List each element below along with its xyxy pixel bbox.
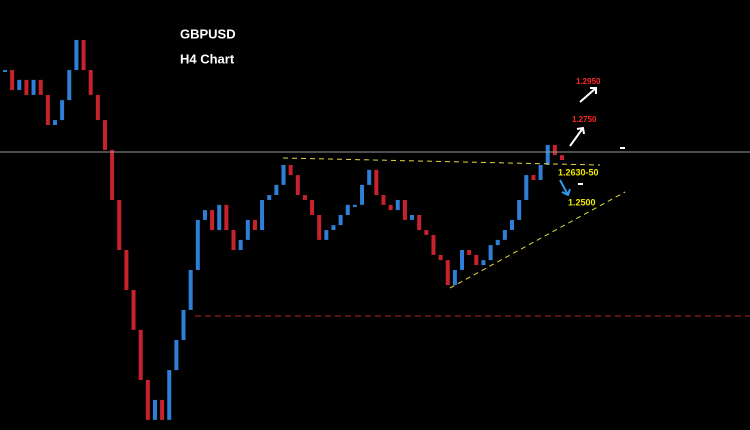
candle [217, 204, 222, 231]
candle [467, 250, 472, 255]
candle [210, 210, 215, 231]
candle [252, 219, 257, 231]
candle [345, 204, 350, 215]
level-label: 1.2950 [576, 77, 601, 86]
candle [410, 215, 415, 220]
candle [195, 219, 200, 270]
candle [67, 70, 72, 101]
candle [481, 260, 486, 266]
candle [281, 164, 286, 185]
candle [74, 39, 79, 71]
candle [174, 340, 179, 371]
candle [245, 219, 250, 240]
candle [431, 234, 436, 255]
candle [302, 195, 307, 200]
candle [338, 215, 343, 226]
candle [288, 164, 293, 176]
candle [452, 269, 457, 286]
candle [324, 230, 329, 240]
candle [524, 175, 529, 200]
chart-title: GBPUSD [180, 26, 236, 41]
candle [88, 70, 93, 95]
candle [274, 184, 279, 196]
candle [145, 379, 150, 420]
candle [24, 79, 29, 95]
candle [238, 239, 243, 251]
candle [438, 254, 443, 261]
candle [60, 100, 65, 121]
candle [445, 260, 450, 286]
candle [95, 94, 100, 121]
candle [531, 175, 536, 180]
candle [295, 175, 300, 196]
candle [488, 245, 493, 261]
candle [81, 39, 86, 71]
candle [538, 164, 543, 180]
candle [374, 169, 379, 196]
candle [267, 195, 272, 200]
candle [495, 239, 500, 246]
arrows [559, 87, 625, 197]
candle [510, 219, 515, 231]
candle [117, 199, 122, 251]
level-label: 1.2500 [568, 197, 596, 207]
level-label: 1.2630-50 [558, 167, 599, 177]
candle [545, 144, 550, 165]
candle [10, 70, 15, 90]
candle [131, 289, 136, 330]
candle [460, 250, 465, 270]
candle [395, 199, 400, 211]
candle [38, 79, 43, 95]
candle [424, 230, 429, 235]
candle [381, 195, 386, 205]
candle [388, 204, 393, 211]
candle [224, 204, 229, 231]
candle [310, 199, 315, 215]
arrow-down [559, 179, 571, 197]
candle [402, 199, 407, 220]
resistance-trendline [282, 157, 601, 166]
candle [52, 120, 57, 126]
candle [352, 204, 357, 207]
candle [317, 215, 322, 240]
candle [260, 199, 265, 231]
arrow-up [569, 126, 585, 147]
candle [110, 149, 115, 200]
level-label: 1.2750 [572, 115, 597, 124]
candle [181, 309, 186, 341]
candle [17, 79, 22, 90]
arrow-up [579, 87, 597, 103]
candle [45, 94, 50, 126]
candle [202, 210, 207, 220]
candle [138, 329, 143, 380]
chart-subtitle: H4 Chart [180, 51, 235, 66]
candle [560, 155, 564, 161]
candle [3, 70, 7, 73]
candle [517, 199, 522, 220]
candle [552, 144, 557, 156]
candle [31, 79, 36, 95]
candle [367, 169, 372, 185]
candle [188, 269, 193, 310]
candle [474, 254, 479, 266]
candle [417, 215, 422, 231]
support-trendline [449, 191, 626, 289]
candle [167, 370, 172, 420]
candle [152, 399, 157, 420]
candle [124, 250, 129, 290]
candle [102, 120, 107, 150]
candle [331, 225, 336, 231]
candle [360, 184, 365, 205]
candle [502, 230, 507, 240]
candle [231, 230, 236, 251]
candle [160, 399, 165, 420]
